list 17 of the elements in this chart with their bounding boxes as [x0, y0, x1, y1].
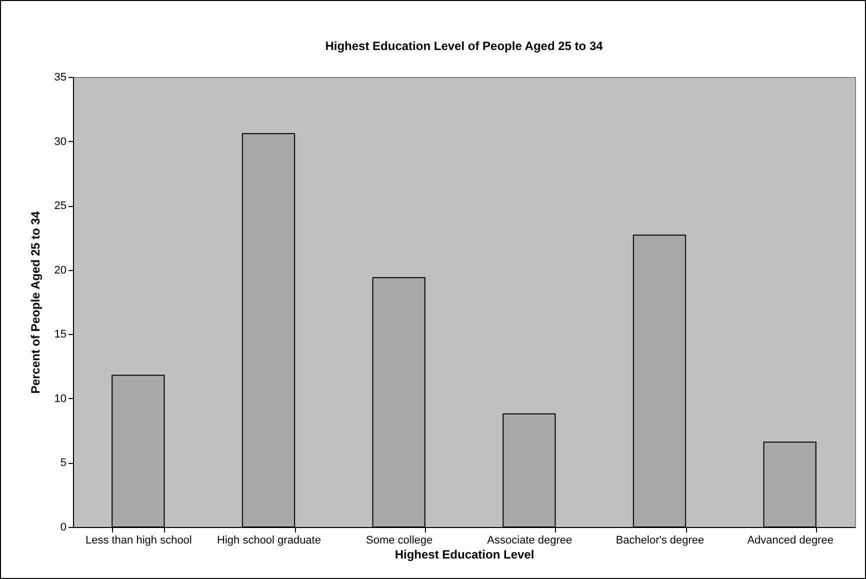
y-tick-label: 10 — [54, 392, 66, 405]
chart-title: Highest Education Level of People Aged 25 to 34 — [325, 39, 604, 53]
y-axis-title: Percent of People Aged 25 to 34 — [28, 211, 42, 394]
x-tick-label: High school graduate — [217, 534, 321, 546]
x-tick-label: Some college — [366, 534, 433, 546]
y-tick-label: 25 — [54, 200, 66, 212]
x-axis-title: Highest Education Level — [394, 548, 534, 562]
y-tick-label: 30 — [54, 136, 66, 148]
y-tick-label: 0 — [60, 522, 66, 534]
x-tick-label: Less than high school — [85, 534, 192, 546]
x-tick-label: Bachelor's degree — [616, 534, 704, 546]
y-tick-label: 35 — [54, 72, 66, 84]
y-tick-label: 5 — [60, 457, 66, 470]
y-tick-label: 15 — [54, 328, 66, 341]
x-tick-label: Advanced degree — [747, 534, 834, 546]
y-tick-label: 20 — [54, 264, 66, 276]
x-tick-label: Associate degree — [487, 534, 572, 546]
